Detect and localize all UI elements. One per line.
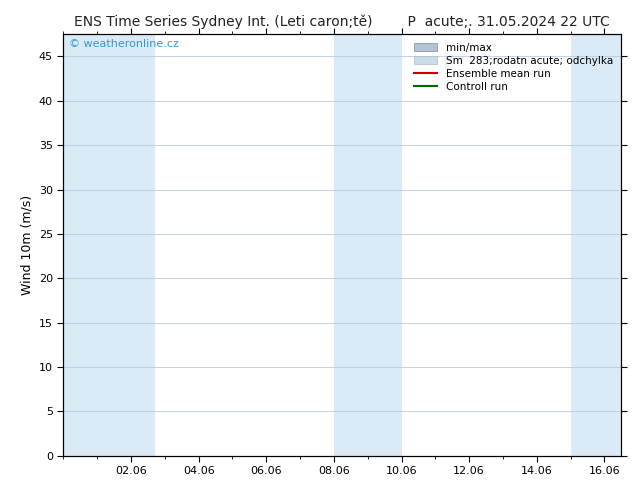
Legend: min/max, Sm  283;rodatn acute; odchylka, Ensemble mean run, Controll run: min/max, Sm 283;rodatn acute; odchylka, … (411, 40, 616, 95)
Title: ENS Time Series Sydney Int. (Leti caron;tě)        P  acute;. 31.05.2024 22 UTC: ENS Time Series Sydney Int. (Leti caron;… (74, 15, 611, 29)
Y-axis label: Wind 10m (m/s): Wind 10m (m/s) (20, 195, 34, 295)
Bar (97, 34, 155, 456)
Bar (334, 34, 401, 456)
Bar (63, 34, 97, 456)
Text: © weatheronline.cz: © weatheronline.cz (69, 39, 179, 49)
Bar (571, 34, 621, 456)
